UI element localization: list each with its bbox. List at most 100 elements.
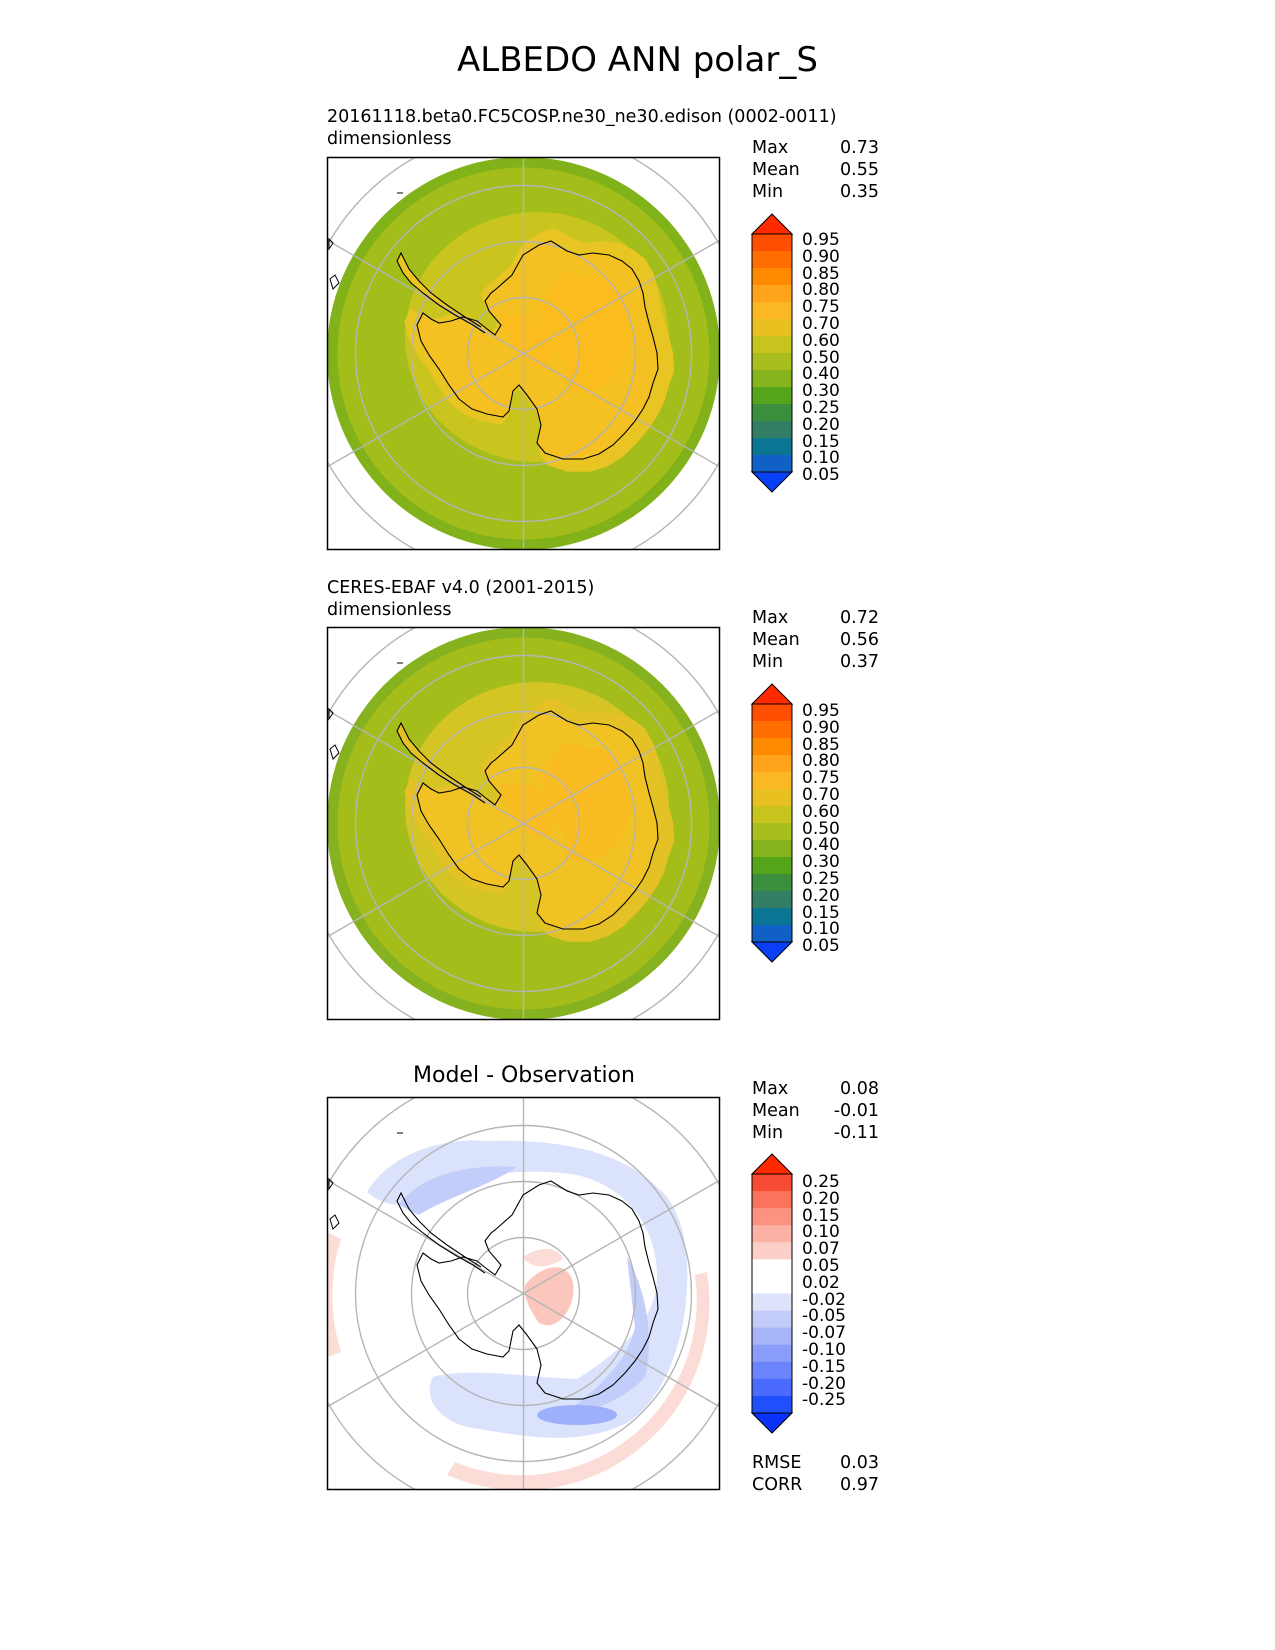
panel2-colorbar <box>750 683 794 963</box>
panel1-map <box>326 156 721 551</box>
panel2-stats: Max 0.72 Mean 0.56 Min 0.37 <box>752 607 879 673</box>
panel1-units: dimensionless <box>327 129 452 149</box>
mean-label: Mean <box>752 630 800 650</box>
land-field-high <box>498 741 632 862</box>
colorbar-segment <box>752 234 792 252</box>
mean-value: 0.55 <box>840 160 879 180</box>
colorbar-segment <box>752 1242 792 1260</box>
meridian-line <box>523 1292 720 1408</box>
colorbar-tick-label: 0.75 <box>802 297 840 318</box>
meridian-line <box>327 1179 524 1295</box>
map-field <box>327 157 720 550</box>
meridian-line <box>327 239 524 355</box>
colorbar-extend-min <box>750 941 794 963</box>
graticule <box>327 627 720 1020</box>
colorbar-segment <box>752 1174 792 1192</box>
map-frame <box>326 156 721 551</box>
south-america-tip <box>328 1132 403 1230</box>
meridian-line <box>327 709 524 825</box>
colorbar-tick-label: 0.25 <box>802 1172 840 1192</box>
colorbar-tick-label: 0.70 <box>802 784 840 805</box>
colorbar-extend-max <box>750 1153 794 1175</box>
colorbar-segment <box>752 1208 792 1226</box>
rmse-label: RMSE <box>752 1453 802 1473</box>
colorbar-segment <box>752 1225 792 1243</box>
meridian-line <box>523 822 720 938</box>
max-value: 0.08 <box>840 1079 879 1099</box>
colorbar-segment <box>752 1344 792 1363</box>
colorbar-segment <box>752 721 792 739</box>
colorbar-segment <box>752 455 792 473</box>
meridian-line <box>327 352 524 468</box>
panel1-title: 20161118.beta0.FC5COSP.ne30_ne30.edison … <box>327 106 837 150</box>
panel2-colorbar-labels: 0.95 0.90 0.85 0.80 0.75 0.70 0.60 0.50 0.40 0.30… <box>802 703 840 955</box>
colorbar-extend-min <box>750 1412 794 1434</box>
difference-map <box>326 1096 721 1491</box>
colorbar-tick-label: 0.40 <box>802 835 840 856</box>
panel2-title: CERES-EBAF v4.0 (2001-2015) dimensionles… <box>327 577 594 621</box>
difference-metrics: RMSE 0.03 CORR 0.97 <box>752 1452 879 1496</box>
colorbar-tick-label: 0.75 <box>802 768 840 789</box>
colorbar-tick-label: 0.20 <box>802 414 840 435</box>
colorbar-segment <box>752 789 792 807</box>
mean-value: -0.01 <box>833 1101 879 1121</box>
colorbar-tick-label: 0.25 <box>802 868 840 889</box>
graticule <box>327 1097 720 1490</box>
panel1-run-name: 20161118.beta0.FC5COSP.ne30_ne30.edison … <box>327 107 837 127</box>
colorbar-tick-label: 0.10 <box>802 448 840 469</box>
colorbar-segment <box>752 823 792 841</box>
panel1-colorbar-labels: 0.95 0.90 0.85 0.80 0.75 0.70 0.60 0.50 0.40 0.30… <box>802 232 840 484</box>
colorbar-segment <box>752 1293 792 1312</box>
colorbar-segment <box>752 908 792 926</box>
colorbar-tick-label: 0.05 <box>802 936 840 957</box>
colorbar-segment <box>752 438 792 456</box>
negative-core-south <box>537 1405 617 1425</box>
colorbar-tick-label: 0.10 <box>802 919 840 940</box>
colorbar-tick-label: -0.15 <box>802 1356 846 1377</box>
colorbar-segment <box>752 874 792 892</box>
colorbar-tick-label: 0.70 <box>802 313 840 334</box>
colorbar-tick-label: -0.10 <box>802 1339 846 1360</box>
colorbar-tick-label: 0.15 <box>802 431 840 452</box>
mean-label: Mean <box>752 160 800 180</box>
colorbar-tick-label: 0.40 <box>802 364 840 385</box>
panel2-dataset-name: CERES-EBAF v4.0 (2001-2015) <box>327 578 595 598</box>
antarctica-coastline <box>416 1180 659 1400</box>
difference-colorbar-labels: 0.25 0.20 0.15 0.10 0.07 0.05 0.02 -0.02 -0.05 -0… <box>802 1174 846 1409</box>
colorbar-segment <box>752 857 792 875</box>
colorbar-segment <box>752 1395 792 1414</box>
colorbar-tick-label: 0.90 <box>802 246 840 267</box>
positive-region-center <box>524 1267 574 1326</box>
south-america-tip <box>328 192 403 290</box>
peninsula-coastline <box>396 721 486 804</box>
corr-value: 0.97 <box>840 1475 879 1495</box>
panel1-colorbar <box>750 213 794 493</box>
figure-title: ALBEDO ANN polar_S <box>457 40 818 80</box>
antarctica-coastline <box>416 240 659 460</box>
colorbar-tick-label: -0.02 <box>802 1289 846 1310</box>
colorbar-segment <box>752 370 792 388</box>
colorbar-segment <box>752 738 792 756</box>
colorbar-tick-label: 0.60 <box>802 330 840 351</box>
max-value: 0.73 <box>840 138 879 158</box>
colorbar-segment <box>752 285 792 303</box>
colorbar-tick-label: 0.30 <box>802 381 840 402</box>
colorbar-tick-label: 0.25 <box>802 397 840 418</box>
colorbar-segment <box>752 268 792 286</box>
max-label: Max <box>752 1079 789 1099</box>
meridian-line <box>523 239 720 355</box>
colorbar-segment <box>752 1191 792 1209</box>
min-label: Min <box>752 652 784 672</box>
panel2-units: dimensionless <box>327 600 452 620</box>
land-field-high <box>498 271 632 392</box>
colorbar-tick-label: 0.50 <box>802 818 840 839</box>
colorbar-tick-label: 0.50 <box>802 347 840 368</box>
colorbar-tick-label: 0.85 <box>802 734 840 755</box>
negative-region-north <box>399 1166 517 1215</box>
meridian-line <box>523 1179 720 1295</box>
south-america-tip <box>328 662 403 760</box>
map-frame <box>326 1096 721 1491</box>
colorbar-segment <box>752 772 792 790</box>
panel1-stats: Max 0.73 Mean 0.55 Min 0.35 <box>752 137 879 203</box>
min-value: -0.11 <box>833 1123 879 1143</box>
